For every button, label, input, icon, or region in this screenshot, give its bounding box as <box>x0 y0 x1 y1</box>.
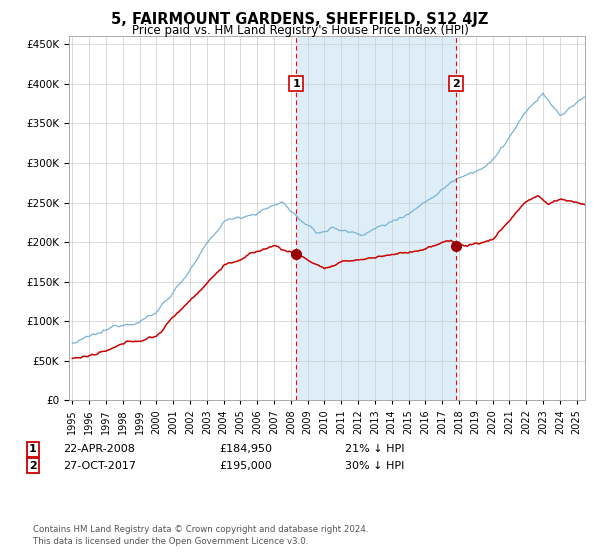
Text: 1: 1 <box>292 79 300 88</box>
Text: £195,000: £195,000 <box>219 461 272 471</box>
Text: 2: 2 <box>452 79 460 88</box>
Text: 21% ↓ HPI: 21% ↓ HPI <box>345 444 404 454</box>
Text: Contains HM Land Registry data © Crown copyright and database right 2024.
This d: Contains HM Land Registry data © Crown c… <box>33 525 368 546</box>
Text: Price paid vs. HM Land Registry's House Price Index (HPI): Price paid vs. HM Land Registry's House … <box>131 24 469 36</box>
Text: £184,950: £184,950 <box>219 444 272 454</box>
Text: 27-OCT-2017: 27-OCT-2017 <box>63 461 136 471</box>
Bar <box>296 36 456 400</box>
Text: 5, FAIRMOUNT GARDENS, SHEFFIELD, S12 4JZ: 5, FAIRMOUNT GARDENS, SHEFFIELD, S12 4JZ <box>112 12 488 27</box>
Text: 22-APR-2008: 22-APR-2008 <box>63 444 135 454</box>
Text: 30% ↓ HPI: 30% ↓ HPI <box>345 461 404 471</box>
Text: 2: 2 <box>29 461 37 471</box>
Text: 1: 1 <box>29 444 37 454</box>
